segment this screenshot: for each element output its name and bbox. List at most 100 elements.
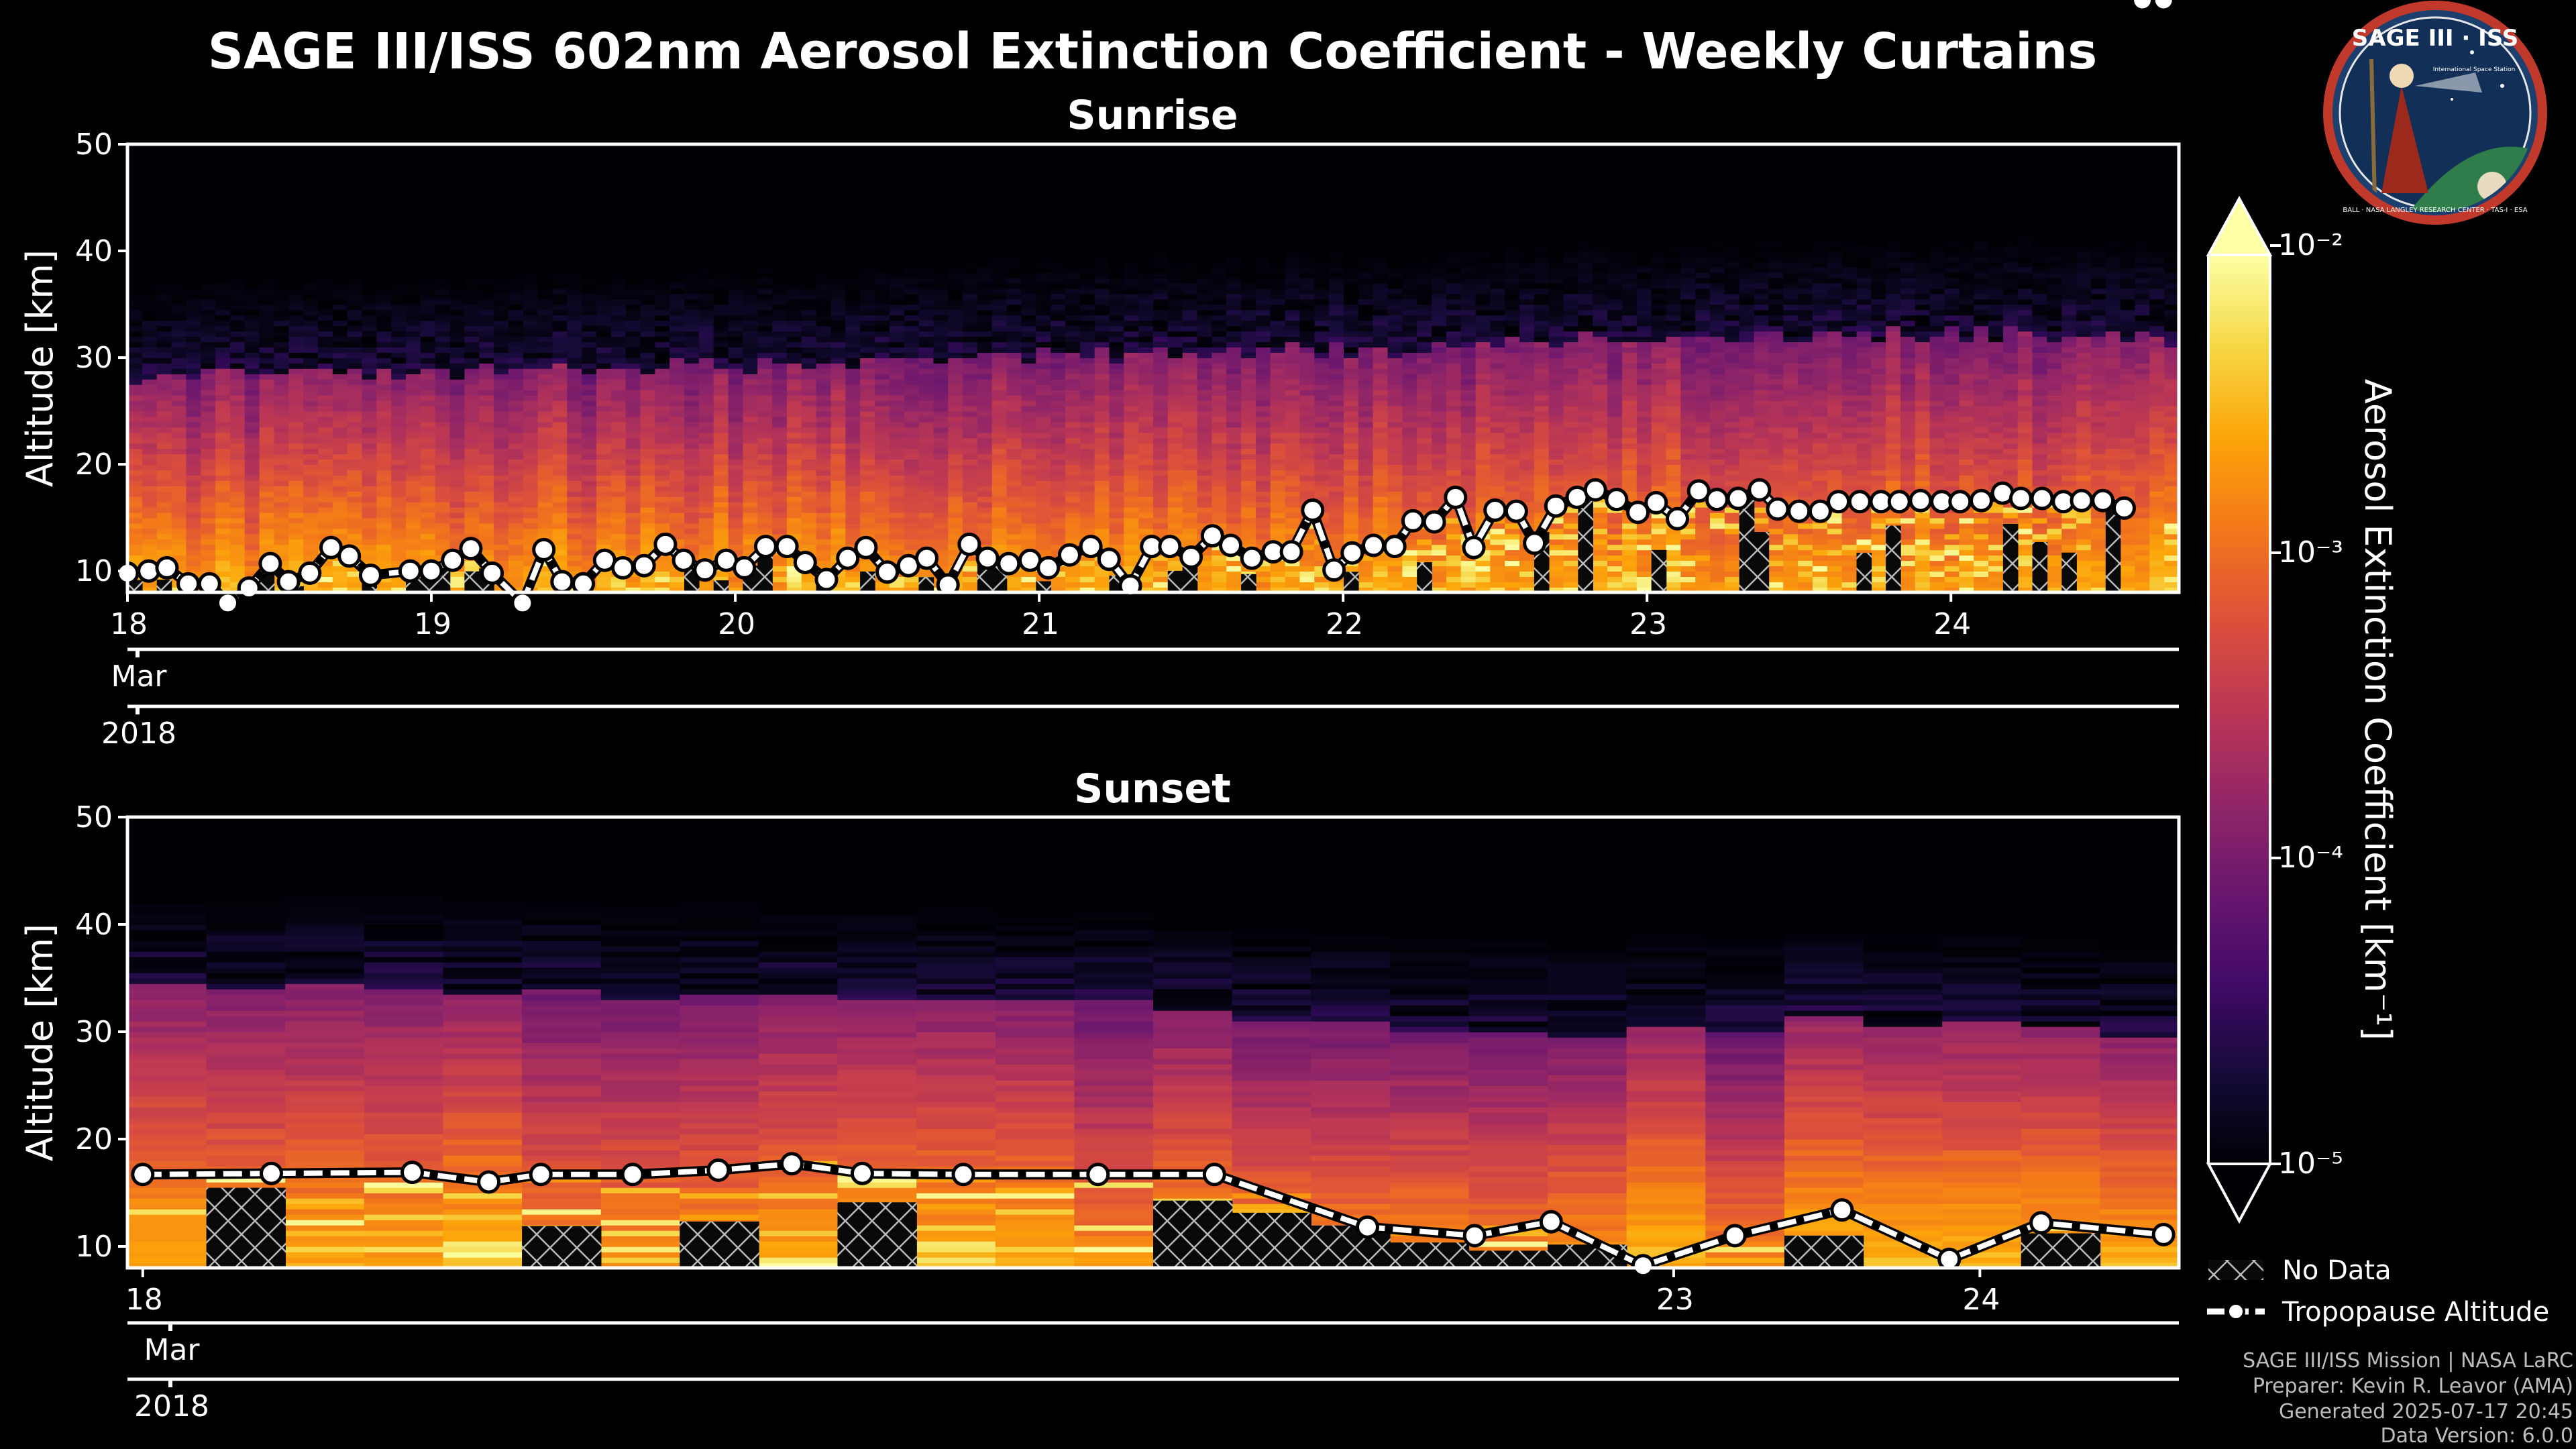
heatmap-cell bbox=[845, 496, 861, 502]
heatmap-cell bbox=[201, 416, 216, 423]
heatmap-cell bbox=[537, 165, 553, 172]
heatmap-cell bbox=[830, 154, 847, 161]
heatmap-cell bbox=[215, 368, 231, 374]
heatmap-cell bbox=[684, 186, 700, 193]
heatmap-cell bbox=[743, 150, 758, 156]
heatmap-cell bbox=[318, 320, 333, 327]
heatmap-cell bbox=[918, 224, 934, 231]
heatmap-cell bbox=[552, 150, 568, 156]
heatmap-cell bbox=[610, 192, 627, 199]
heatmap-cell bbox=[420, 203, 436, 209]
heatmap-cell bbox=[494, 266, 509, 273]
heatmap-cell bbox=[171, 192, 187, 199]
heatmap-cell bbox=[698, 144, 714, 150]
heatmap-cell bbox=[669, 272, 685, 278]
heatmap-cell bbox=[669, 571, 685, 577]
heatmap-cell bbox=[449, 251, 466, 257]
heatmap-cell bbox=[171, 266, 187, 273]
heatmap-cell bbox=[376, 165, 392, 172]
heatmap-cell bbox=[728, 235, 744, 241]
heatmap-cell bbox=[201, 213, 216, 220]
heatmap-cell bbox=[479, 208, 494, 215]
heatmap-cell bbox=[875, 587, 890, 592]
heatmap-cell bbox=[948, 480, 963, 486]
heatmap-cell bbox=[610, 331, 627, 337]
heatmap-cell bbox=[684, 251, 700, 257]
heatmap-cell bbox=[830, 235, 847, 241]
heatmap-cell bbox=[860, 437, 875, 444]
heatmap-cell bbox=[362, 384, 378, 390]
heatmap-cell bbox=[332, 432, 348, 439]
heatmap-cell bbox=[889, 378, 905, 385]
heatmap-cell bbox=[274, 293, 289, 300]
heatmap-cell bbox=[362, 432, 378, 439]
heatmap-cell bbox=[332, 571, 348, 577]
heatmap-cell bbox=[362, 262, 378, 268]
heatmap-cell bbox=[274, 528, 289, 535]
heatmap-cell bbox=[494, 154, 509, 161]
heatmap-cell bbox=[933, 549, 949, 556]
heatmap-cell bbox=[640, 389, 656, 396]
heatmap-cell bbox=[596, 394, 612, 401]
heatmap-cell bbox=[259, 262, 275, 268]
heatmap-cell bbox=[494, 219, 509, 225]
heatmap-cell bbox=[376, 229, 392, 235]
heatmap-cell bbox=[728, 475, 744, 481]
heatmap-cell bbox=[552, 160, 568, 166]
heatmap-cell bbox=[963, 528, 978, 535]
heatmap-cell bbox=[830, 304, 847, 311]
heatmap-cell bbox=[229, 549, 246, 556]
heatmap-cell bbox=[435, 336, 451, 343]
heatmap-cell bbox=[391, 352, 407, 358]
heatmap-cell bbox=[406, 144, 421, 150]
heatmap-cell bbox=[420, 229, 436, 235]
heatmap-cell bbox=[977, 224, 993, 231]
heatmap-cell bbox=[537, 186, 553, 193]
heatmap-cell bbox=[229, 309, 246, 316]
heatmap-cell bbox=[567, 363, 582, 369]
heatmap-cell bbox=[215, 378, 231, 385]
heatmap-cell bbox=[567, 325, 582, 332]
heatmap-cell bbox=[698, 528, 714, 535]
heatmap-cell bbox=[610, 378, 627, 385]
heatmap-cell bbox=[610, 150, 627, 156]
heatmap-cell bbox=[743, 309, 758, 316]
heatmap-cell bbox=[537, 144, 553, 150]
heatmap-cell bbox=[201, 165, 216, 172]
heatmap-cell bbox=[464, 282, 480, 289]
heatmap-cell bbox=[508, 544, 524, 551]
heatmap-cell bbox=[244, 394, 260, 401]
heatmap-cell bbox=[494, 486, 509, 492]
heatmap-cell bbox=[215, 293, 231, 300]
heatmap-cell bbox=[479, 192, 494, 199]
heatmap-cell bbox=[479, 496, 494, 502]
heatmap-cell bbox=[127, 240, 143, 246]
heatmap-cell bbox=[376, 347, 392, 353]
heatmap-cell bbox=[801, 150, 817, 156]
heatmap-cell bbox=[933, 368, 949, 374]
heatmap-cell bbox=[523, 282, 539, 289]
heatmap-cell bbox=[244, 533, 260, 540]
heatmap-cell bbox=[523, 506, 539, 513]
heatmap-cell bbox=[830, 325, 847, 332]
heatmap-cell bbox=[186, 197, 201, 204]
heatmap-cell bbox=[347, 282, 363, 289]
heatmap-cell bbox=[743, 459, 758, 465]
heatmap-cell bbox=[582, 197, 597, 204]
heatmap-cell bbox=[963, 555, 978, 561]
heatmap-cell bbox=[713, 347, 729, 353]
heatmap-cell bbox=[669, 347, 685, 353]
heatmap-cell bbox=[933, 293, 949, 300]
heatmap-cell bbox=[127, 432, 143, 439]
heatmap-cell bbox=[288, 400, 304, 407]
heatmap-cell bbox=[860, 384, 875, 390]
heatmap-cell bbox=[449, 203, 466, 209]
heatmap-cell bbox=[948, 416, 963, 423]
heatmap-cell bbox=[332, 251, 348, 257]
heatmap-cell bbox=[640, 299, 656, 305]
heatmap-cell bbox=[830, 272, 847, 278]
heatmap-cell bbox=[318, 523, 333, 529]
heatmap-cell bbox=[625, 416, 641, 423]
heatmap-cell bbox=[889, 192, 905, 199]
heatmap-cell bbox=[449, 427, 466, 433]
